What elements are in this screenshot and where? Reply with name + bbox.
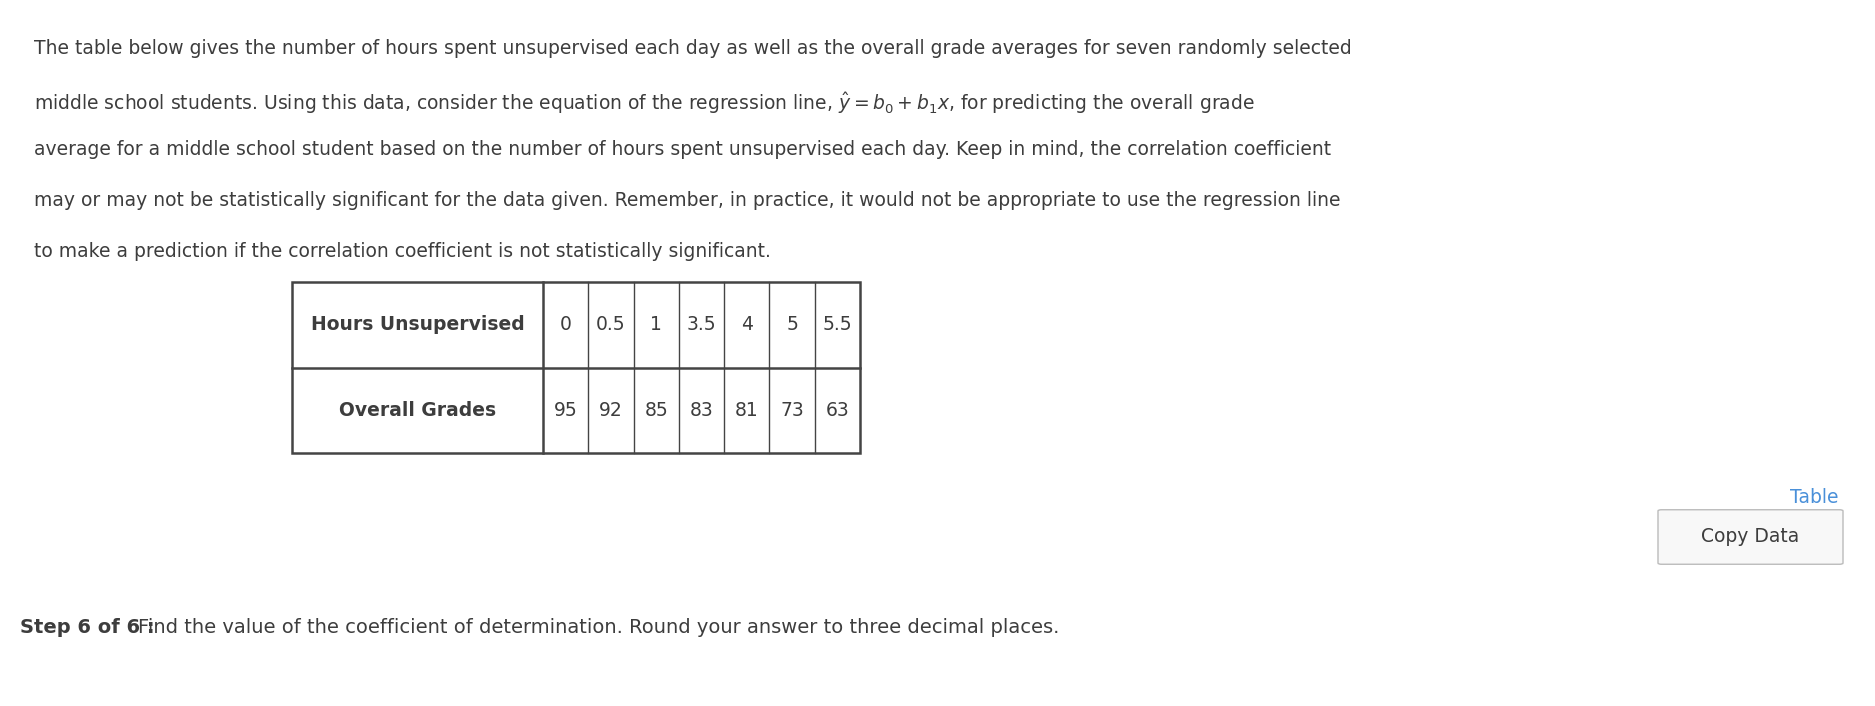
Text: 92: 92	[598, 401, 622, 420]
Text: 5: 5	[786, 316, 799, 334]
Text: 1: 1	[651, 316, 662, 334]
Text: Table: Table	[1789, 488, 1838, 507]
Text: 81: 81	[735, 401, 759, 420]
Text: Find the value of the coefficient of determination. Round your answer to three d: Find the value of the coefficient of det…	[139, 618, 1059, 637]
Text: Step 6 of 6 :: Step 6 of 6 :	[21, 618, 161, 637]
Text: Overall Grades: Overall Grades	[339, 401, 497, 420]
FancyBboxPatch shape	[1658, 510, 1843, 564]
Text: may or may not be statistically significant for the data given. Remember, in pra: may or may not be statistically signific…	[34, 191, 1341, 210]
Text: The table below gives the number of hours spent unsupervised each day as well as: The table below gives the number of hour…	[34, 39, 1352, 58]
Text: Copy Data: Copy Data	[1701, 527, 1800, 546]
Text: 0: 0	[561, 316, 572, 334]
Text: 0.5: 0.5	[596, 316, 626, 334]
Text: 85: 85	[645, 401, 668, 420]
Text: average for a middle school student based on the number of hours spent unsupervi: average for a middle school student base…	[34, 140, 1331, 160]
Text: 63: 63	[825, 401, 849, 420]
Text: 3.5: 3.5	[686, 316, 716, 334]
Text: 4: 4	[741, 316, 752, 334]
Text: Hours Unsupervised: Hours Unsupervised	[311, 316, 525, 334]
Text: 95: 95	[553, 401, 578, 420]
Text: 73: 73	[780, 401, 804, 420]
Text: 83: 83	[690, 401, 712, 420]
Text: to make a prediction if the correlation coefficient is not statistically signifi: to make a prediction if the correlation …	[34, 242, 771, 261]
Text: 5.5: 5.5	[823, 316, 851, 334]
Text: middle school students. Using this data, consider the equation of the regression: middle school students. Using this data,…	[34, 90, 1254, 116]
